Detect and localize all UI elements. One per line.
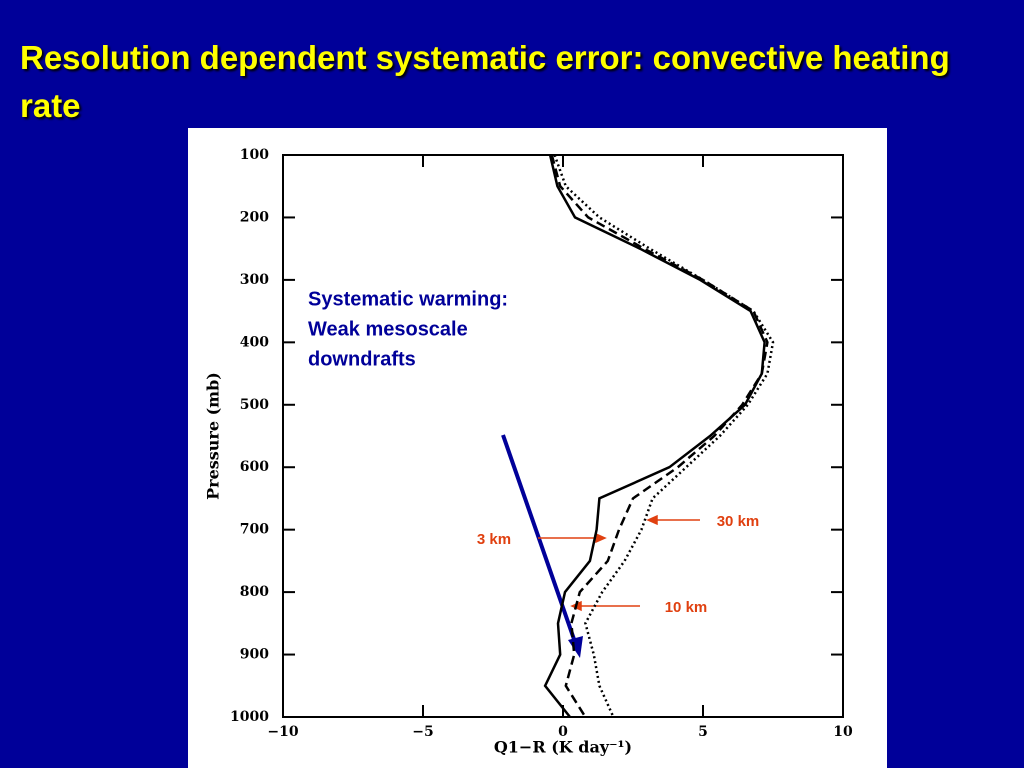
x-tick-label: −10 bbox=[267, 724, 298, 740]
y-tick-label: 700 bbox=[240, 522, 269, 538]
y-tick-label: 1000 bbox=[230, 709, 269, 725]
annotation-line: Systematic warming: bbox=[308, 288, 508, 310]
x-tick-label: −5 bbox=[412, 724, 433, 740]
y-tick-label: 500 bbox=[240, 397, 269, 413]
chart-panel bbox=[188, 128, 887, 768]
y-tick-label: 600 bbox=[240, 459, 269, 475]
series-line bbox=[550, 154, 769, 718]
y-tick-label: 100 bbox=[240, 147, 269, 163]
annotation: Systematic warming: Weak mesoscale downd… bbox=[308, 288, 508, 370]
trend-arrow bbox=[501, 434, 578, 646]
x-tick-label: 5 bbox=[698, 724, 708, 740]
trend-arrow-head bbox=[568, 636, 583, 658]
slide-title: Resolution dependent systematic error: c… bbox=[20, 39, 950, 124]
annotation-line: Weak mesoscale bbox=[308, 318, 468, 340]
x-tick-label: 10 bbox=[833, 724, 853, 740]
series-line bbox=[553, 154, 775, 718]
y-axis-label: Pressure (mb) bbox=[204, 372, 223, 500]
series-label: 30 km bbox=[717, 513, 760, 530]
y-tick-label: 200 bbox=[240, 209, 269, 225]
y-tick-label: 400 bbox=[240, 334, 269, 350]
arrow-head bbox=[646, 514, 658, 526]
series-label: 3 km bbox=[477, 531, 511, 548]
y-tick-label: 900 bbox=[240, 647, 269, 663]
y-tick-label: 800 bbox=[240, 584, 269, 600]
series-label: 10 km bbox=[665, 599, 708, 616]
x-axis-label: Q1−R (K day⁻¹) bbox=[494, 738, 632, 757]
y-tick-label: 300 bbox=[240, 272, 269, 288]
x-tick-label: 0 bbox=[558, 724, 568, 740]
series-line bbox=[543, 154, 766, 718]
annotation-line: downdrafts bbox=[308, 348, 416, 370]
